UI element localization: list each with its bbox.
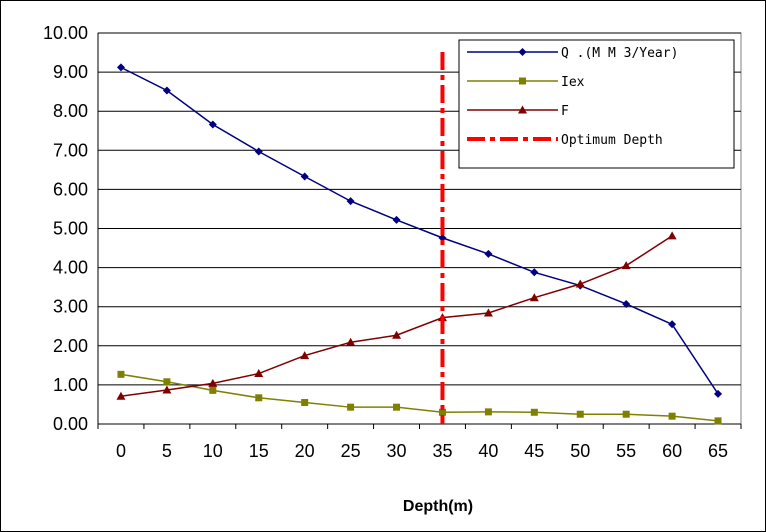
legend-box [458,39,735,169]
data-point [484,249,493,258]
data-point [117,370,125,378]
x-tick-label: 15 [249,441,269,461]
y-tick-label: 4.00 [53,258,88,278]
x-tick-label: 20 [295,441,315,461]
x-tick-label: 60 [662,441,682,461]
y-tick-label: 6.00 [53,179,88,199]
series-layer [116,63,723,425]
y-tick-label: 8.00 [53,101,88,121]
y-tick-label: 2.00 [53,336,88,356]
data-point [621,261,631,270]
legend: Q .(M M 3/Year) Iex F Optimum Depth [458,39,735,169]
data-point [347,403,355,411]
data-point [529,293,539,302]
data-point [300,351,310,360]
y-tick-labels: 0.00 1.00 2.00 3.00 4.00 5.00 6.00 7.00 8.00 9.00… [43,23,88,434]
data-point [346,197,355,206]
data-point [392,330,402,339]
data-point [208,120,217,129]
y-tick-label: 3.00 [53,297,88,317]
legend-item: Optimum Depth [467,133,663,148]
data-point [208,378,218,387]
series-line [120,66,719,395]
data-point [530,408,538,416]
data-point [346,337,356,346]
data-point [392,215,401,224]
x-tick-label: 5 [162,441,172,461]
data-point [575,279,585,288]
legend-marker [518,48,527,56]
data-point [255,394,263,402]
data-point [530,268,539,277]
y-tick-label: 10.00 [43,23,88,43]
y-tick-label: 0.00 [53,414,88,434]
data-point [484,408,492,416]
x-tick-labels: 0 5 10 15 20 25 30 35 40 45 50 55 60 65 [97,424,742,461]
x-tick-label: 10 [203,441,223,461]
y-tick-label: 9.00 [53,62,88,82]
data-point [438,408,446,416]
data-point [162,86,171,95]
x-tick-label: 35 [432,441,452,461]
data-point [438,233,447,242]
x-tick-label: 50 [570,441,590,461]
data-point [163,378,171,386]
data-point [254,147,263,156]
legend-item: Iex [467,75,585,90]
x-tick-label: 65 [708,441,728,461]
data-point [668,412,676,420]
x-tick-label: 25 [341,441,361,461]
data-point [393,403,401,411]
legend-marker [518,105,527,114]
data-point [301,398,309,406]
legend-label: Optimum Depth [561,133,663,148]
data-point [714,389,723,398]
data-point [116,63,125,72]
x-tick-label: 0 [116,441,126,461]
y-tick-label: 1.00 [53,375,88,395]
series-line [120,373,719,422]
data-point [209,386,217,394]
data-point [483,308,493,317]
legend-marker [519,77,526,85]
y-tick-label: 7.00 [53,140,88,160]
x-tick-label: 30 [387,441,407,461]
x-axis-title: Depth(m) [403,498,473,515]
legend-label: Iex [561,75,585,90]
data-point [300,172,309,181]
legend-item: F [467,104,569,119]
legend-label: F [561,104,569,119]
data-point [714,417,722,425]
data-point [668,320,677,329]
x-tick-label: 55 [616,441,636,461]
legend-item: Q .(M M 3/Year) [467,46,678,61]
data-point [667,231,677,240]
x-tick-label: 40 [478,441,498,461]
data-point [116,391,126,400]
x-tick-label: 45 [524,441,544,461]
series-3 [116,231,677,400]
data-point [576,410,584,418]
data-point [254,369,264,378]
legend-label: Q .(M M 3/Year) [561,46,678,61]
y-tick-label: 5.00 [53,219,88,239]
data-point [162,385,172,394]
data-point [622,299,631,308]
data-point [622,410,630,418]
series-2 [117,370,722,425]
